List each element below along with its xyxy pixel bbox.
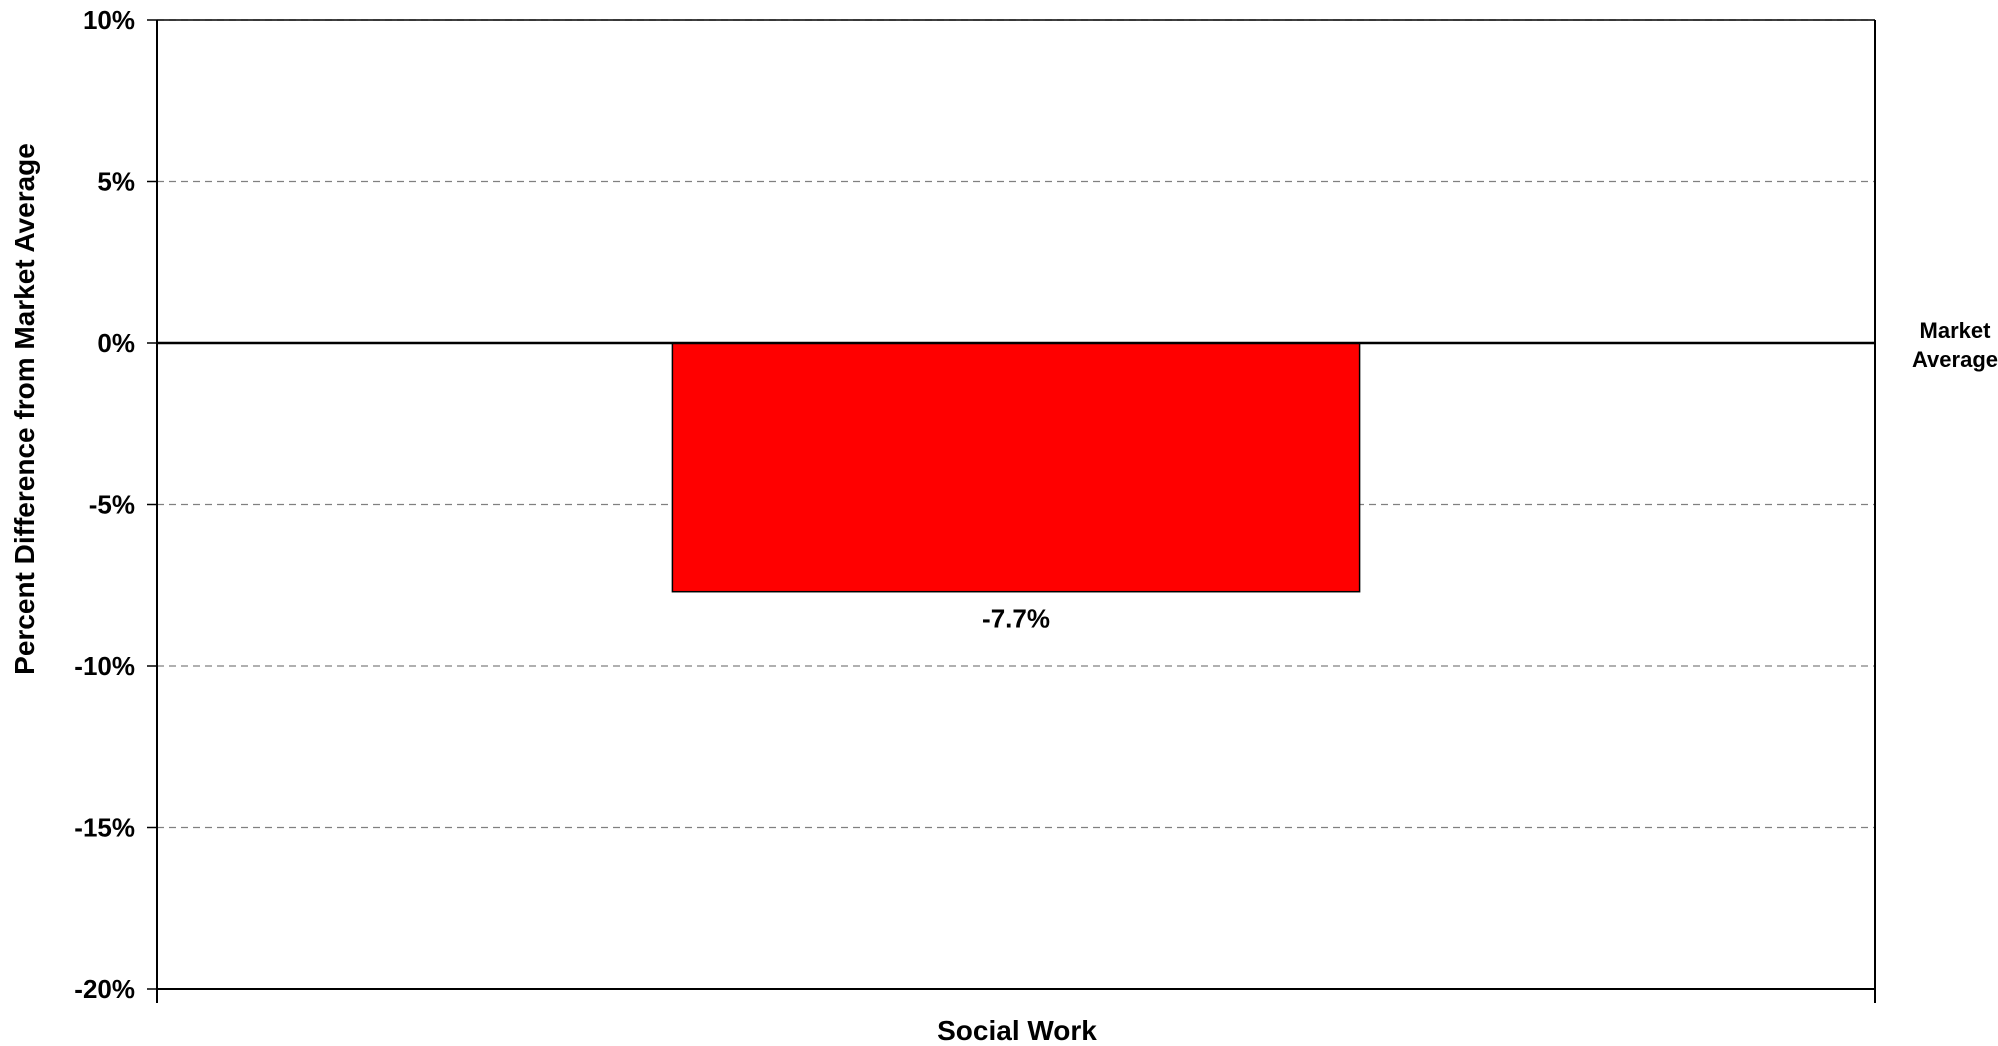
market-average-label-line1: Market [1920,318,1992,343]
y-axis-title: Percent Difference from Market Average [9,143,40,675]
y-tick-label: -10% [74,651,135,681]
y-tick-label: -15% [74,813,135,843]
y-tick-label: 5% [97,167,135,197]
y-tick-label: -20% [74,974,135,1004]
market-average-label-line2: Average [1912,347,1998,372]
x-category-label: Social Work [937,1015,1097,1046]
bars [671,342,1361,593]
bar-value-label: -7.7% [982,604,1050,634]
y-tick-label: -5% [89,490,135,520]
y-tick-label: 0% [97,328,135,358]
labels: 10% 5% 0% -5% -10% -15% -20% -7.7% [74,5,1050,1004]
y-tick-label: 10% [83,5,135,35]
bar [671,342,1361,593]
axes [147,19,1876,1003]
